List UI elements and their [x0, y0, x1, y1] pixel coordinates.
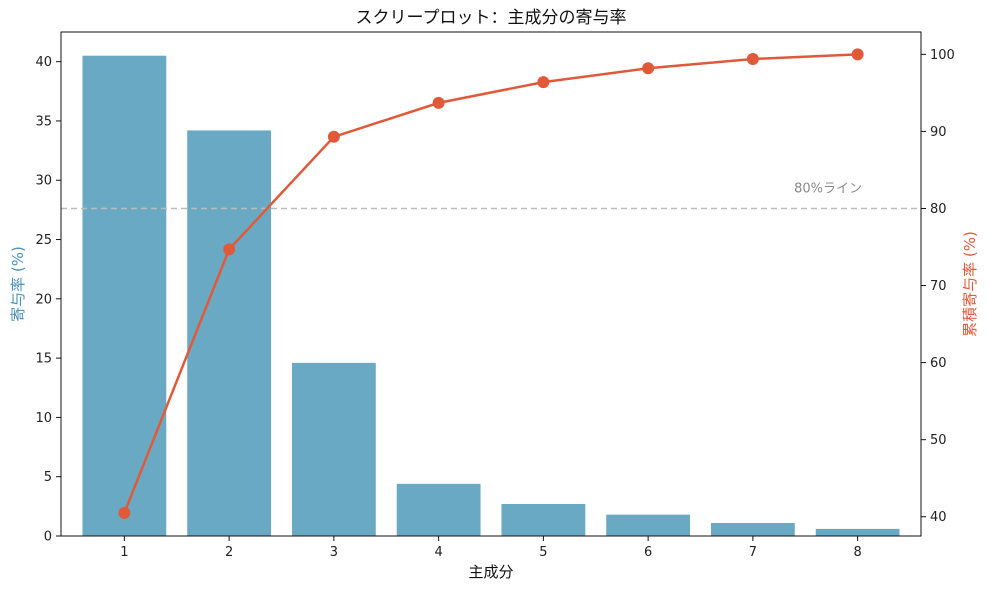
reference-line-group: 80%ライン: [61, 181, 921, 210]
x-tick-label-4: 4: [434, 545, 442, 560]
y-left-tick-label-5: 5: [44, 470, 52, 485]
y-axis-right-title: 累積寄与率 (%): [961, 231, 979, 337]
x-tick-label-1: 1: [120, 545, 128, 560]
y-left-tick-label-0: 0: [44, 530, 52, 545]
bar-1: [82, 55, 167, 536]
y-axis-left: 0 5 10 15 20 25 30 35 40: [35, 55, 61, 545]
y-right-tick-label-60: 60: [930, 356, 947, 371]
y-left-tick-label-25: 25: [35, 233, 52, 248]
x-axis-title: 主成分: [468, 563, 513, 581]
bar-4: [396, 483, 481, 536]
y-right-tick-label-80: 80: [930, 202, 947, 217]
x-tick-label-7: 7: [749, 545, 757, 560]
y-left-tick-label-30: 30: [35, 174, 52, 189]
cumulative-point-1: [118, 506, 131, 519]
y-axis-right: 40 50 60 70 80 90 100: [921, 48, 955, 525]
y-axis-left-title: 寄与率 (%): [9, 246, 27, 322]
y-right-tick-label-40: 40: [930, 510, 947, 525]
cumulative-point-2: [223, 243, 236, 256]
cumulative-line: [123, 53, 858, 514]
y-right-tick-label-90: 90: [930, 125, 947, 140]
cumulative-point-7: [746, 52, 759, 65]
y-left-tick-label-35: 35: [35, 114, 52, 129]
bar-5: [501, 503, 586, 536]
y-left-tick-label-10: 10: [35, 411, 52, 426]
bar-2: [187, 130, 272, 537]
y-right-tick-label-50: 50: [930, 433, 947, 448]
bar-6: [606, 514, 691, 536]
y-right-tick-label-70: 70: [930, 279, 947, 294]
y-left-tick-label-20: 20: [35, 292, 52, 307]
cumulative-point-5: [537, 76, 550, 89]
x-axis: 1 2 3 4 5 6 7 8: [120, 536, 862, 560]
y-right-tick-label-100: 100: [930, 48, 955, 63]
chart-title: スクリープロット：主成分の寄与率: [356, 8, 627, 28]
cumulative-point-3: [327, 130, 340, 143]
bar-series-contribution: [82, 55, 900, 537]
x-tick-label-2: 2: [225, 545, 233, 560]
x-tick-label-8: 8: [853, 545, 861, 560]
bar-8: [815, 528, 900, 536]
plot-frame: [60, 31, 922, 537]
reference-line-label: 80%ライン: [794, 181, 862, 196]
bar-3: [291, 362, 376, 536]
line-series-cumulative: [118, 48, 864, 519]
y-left-tick-label-15: 15: [35, 352, 52, 367]
x-tick-label-3: 3: [330, 545, 338, 560]
bar-7: [710, 522, 795, 536]
cumulative-point-4: [432, 96, 445, 109]
cumulative-point-6: [642, 62, 655, 75]
x-tick-label-6: 6: [644, 545, 652, 560]
cumulative-point-8: [851, 48, 864, 61]
y-left-tick-label-40: 40: [35, 55, 52, 70]
x-tick-label-5: 5: [539, 545, 547, 560]
